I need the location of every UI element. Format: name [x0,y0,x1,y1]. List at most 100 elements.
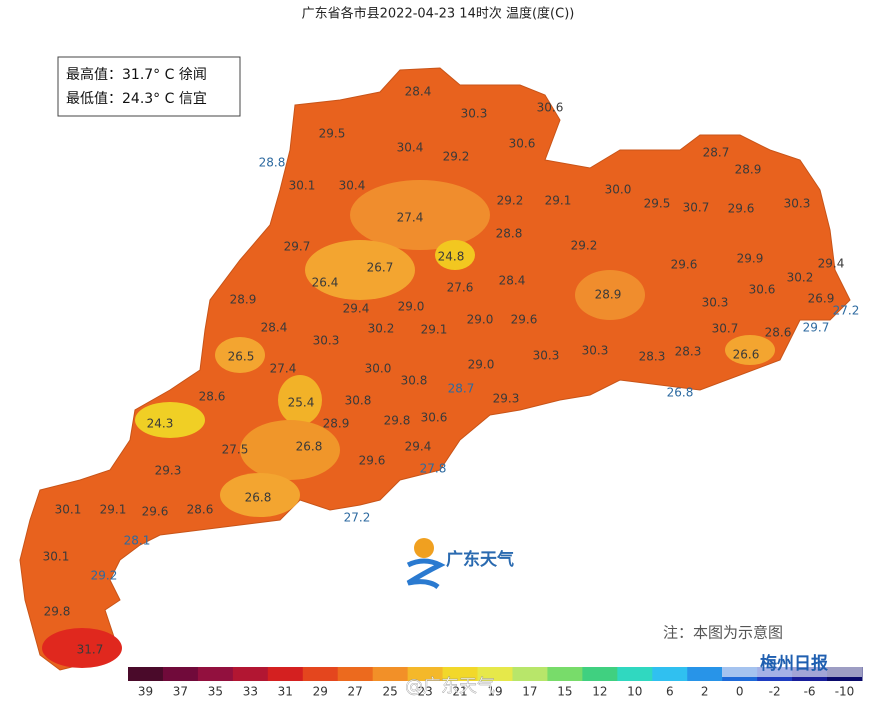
logo-text: 广东天气 [446,549,514,570]
temperature-label: 30.6 [509,137,536,151]
legend-swatch [687,667,723,681]
legend-label: 21 [452,685,467,699]
legend-label: 35 [208,685,223,699]
region-shading [42,180,775,668]
legend-label: 31 [278,685,293,699]
temperature-label: 28.4 [405,85,432,99]
watermark: 梅州日报 [760,653,828,674]
temperature-label: 29.8 [384,414,411,428]
watermark-bg [722,651,862,677]
temperature-label: 29.1 [100,503,127,517]
temperature-label: 29.4 [405,440,432,454]
temperature-label: 26.5 [228,350,255,364]
temperature-label: 30.4 [339,179,366,193]
temperature-label: 29.6 [671,258,698,272]
temperature-label: 28.9 [323,417,350,431]
temperature-label: 27.5 [222,443,249,457]
legend-swatch [512,667,548,681]
temperature-label: 29.7 [284,240,311,254]
temperature-label: 26.9 [808,292,835,306]
temperature-label: 28.8 [259,156,286,170]
temperature-label: 28.7 [703,146,730,160]
temperature-label: 29.2 [443,150,470,164]
legend-swatch [162,667,199,681]
legend-label: 10 [627,685,642,699]
province-shape [19,67,851,671]
legend-label: 0 [736,685,744,699]
temperature-label: 29.1 [421,323,448,337]
temperature-label: 28.4 [499,274,526,288]
temperature-label: 24.3 [147,417,174,431]
temperature-label: 30.3 [582,344,609,358]
legend-swatch [547,667,583,681]
temperature-label: 30.3 [533,349,560,363]
note: 注：本图为示意图 [663,624,783,642]
temperature-label: 26.4 [312,276,339,290]
temperature-label: 27.8 [420,462,447,476]
temperature-label: 29.5 [319,127,346,141]
temperature-label: 29.0 [398,300,425,314]
temperature-label: 28.6 [765,326,792,340]
temperature-label: 29.4 [343,302,370,316]
temperature-label: 28.3 [639,350,666,364]
temperature-label: 30.3 [702,296,729,310]
temperature-label: 27.4 [397,211,424,225]
temperature-label: 26.6 [733,348,760,362]
temperature-label: 30.6 [421,411,448,425]
temperature-label: 29.0 [467,313,494,327]
temperature-label: 28.3 [675,345,702,359]
temperature-label: 30.0 [605,183,632,197]
legend-swatch [232,667,269,681]
temperature-label: 28.7 [448,382,475,396]
temperature-label: 29.2 [571,239,598,253]
temperature-label: 30.1 [43,550,70,564]
temperature-label: 30.1 [55,503,82,517]
temperature-label: 26.7 [367,261,394,275]
temperature-label: 30.3 [784,197,811,211]
temperature-label: 29.9 [737,252,764,266]
temperature-label: 30.3 [461,107,488,121]
title: 广东省各市县2022-04-23 14时次 温度(度(C)) [302,6,575,22]
temperature-label: 28.8 [496,227,523,241]
legend-label: 27 [348,685,363,699]
legend-label: 23 [417,685,432,699]
temperature-label: 29.7 [803,321,830,335]
temperature-label: 30.1 [289,179,316,193]
legend-label: -6 [804,685,816,699]
temperature-label: 29.4 [818,257,845,271]
legend-label: 25 [383,685,398,699]
legend-label: 6 [666,685,674,699]
temperature-label: 28.6 [187,503,214,517]
temperature-label: 29.1 [545,194,572,208]
logo-icon [406,538,446,590]
temperature-label: 28.9 [230,293,257,307]
temperature-label: 30.8 [401,374,428,388]
legend-swatch [337,667,374,681]
legend-label: -10 [835,685,855,699]
temperature-label: 30.4 [397,141,424,155]
max-info: 最高值：31.7° C 徐闻 [66,66,207,83]
temperature-label: 28.9 [595,288,622,302]
legend-label: 33 [243,685,258,699]
temperature-label: 27.6 [447,281,474,295]
legend-swatch [617,667,653,681]
temperature-label: 29.6 [511,313,538,327]
temperature-label: 30.8 [345,394,372,408]
temperature-label: 29.2 [497,194,524,208]
legend-label: 12 [592,685,607,699]
temperature-label: 27.2 [344,511,371,525]
temperature-label: 29.8 [44,605,71,619]
temperature-label: 29.5 [644,197,671,211]
temperature-label: 27.4 [270,362,297,376]
watermark: @广东天气 [405,676,495,697]
legend-label: 2 [701,685,709,699]
temperature-label: 28.1 [124,534,151,548]
temperature-label: 30.2 [787,271,814,285]
temperature-label: 29.2 [91,569,118,583]
temperature-label: 26.8 [296,440,323,454]
temperature-label: 30.7 [712,322,739,336]
temperature-label: 24.8 [438,250,465,264]
temperature-label: 30.6 [537,101,564,115]
